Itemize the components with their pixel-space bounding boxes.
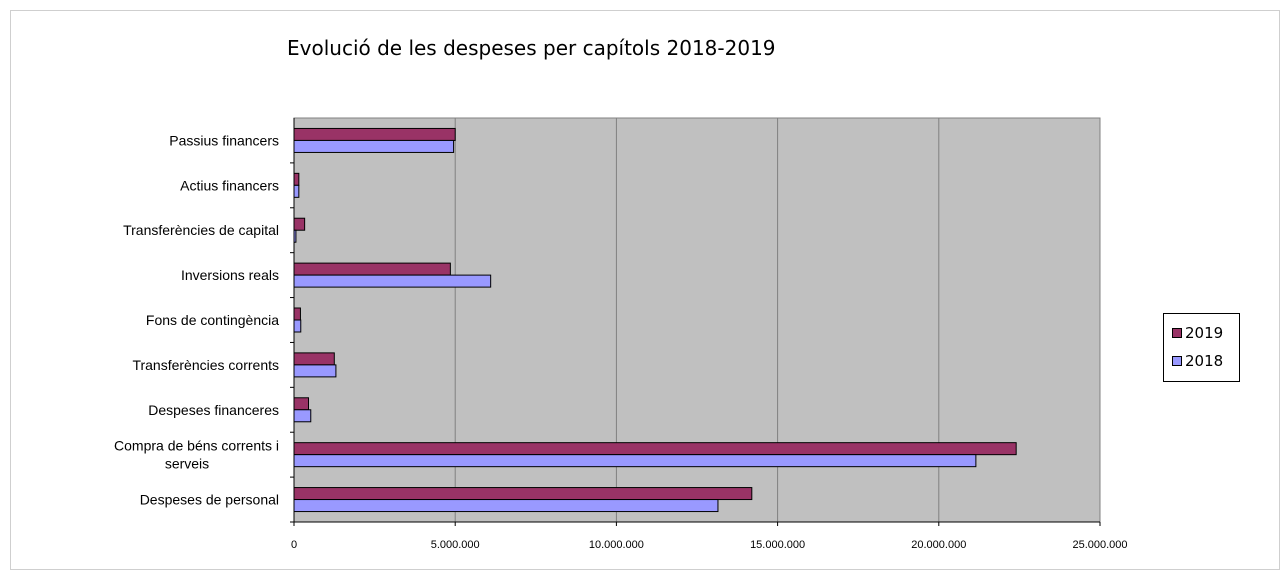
bar-2019 [293,352,335,366]
bar-2019 [293,397,310,411]
bar-chart: Despeses de personal Compra de béns corre… [114,117,1128,551]
chart-title: Evolució de les despeses per capítols 20… [287,36,776,60]
category-label: Actius financers [180,177,279,193]
x-tick-label: 20.000.000 [911,539,966,551]
category-label: serveis [165,456,209,472]
bar-2018 [293,499,719,513]
bar-2018 [293,184,300,198]
bar-2018 [293,229,297,243]
bar-2019 [293,172,300,186]
category-label: Despeses financeres [148,402,279,418]
x-tick-label: 10.000.000 [589,539,644,551]
bar-2018 [293,454,977,468]
x-tick-label: 15.000.000 [750,539,805,551]
bar-2018 [293,319,302,333]
category-labels: Despeses de personal Compra de béns corre… [114,132,279,507]
category-label: Fons de contingència [146,312,279,328]
bar-2018 [293,409,312,423]
bar-2019 [293,307,301,321]
x-tick-labels: 0 5.000.000 10.000.000 15.000.000 20.000.000… [291,539,1128,551]
legend-item-2019: 2019 [1172,324,1223,342]
bar-2019 [293,217,306,231]
category-label: Transferències de capital [123,222,279,238]
category-label: Transferències corrents [132,357,279,373]
bars [293,127,1017,513]
legend-swatch-2018 [1172,356,1182,366]
legend-label-2019: 2019 [1185,324,1224,342]
legend-label-2018: 2018 [1185,352,1224,370]
legend-item-2018: 2018 [1172,352,1223,370]
bar-2019 [293,262,451,276]
bar-2018 [293,364,337,378]
bar-2019 [293,487,753,501]
x-tick-label: 25.000.000 [1072,539,1127,551]
legend: 2019 2018 [1163,313,1240,382]
x-tick-label: 0 [291,539,297,551]
category-label: Despeses de personal [140,492,279,508]
x-tick-label: 5.000.000 [431,539,480,551]
legend-swatch-2019 [1172,328,1182,338]
bar-2018 [293,274,492,288]
category-label: Passius financers [169,132,279,148]
bar-2019 [293,442,1017,456]
category-label: Compra de béns corrents i [114,438,279,454]
bar-2018 [293,139,455,153]
category-label: Inversions reals [181,267,279,283]
bar-2019 [293,127,456,141]
